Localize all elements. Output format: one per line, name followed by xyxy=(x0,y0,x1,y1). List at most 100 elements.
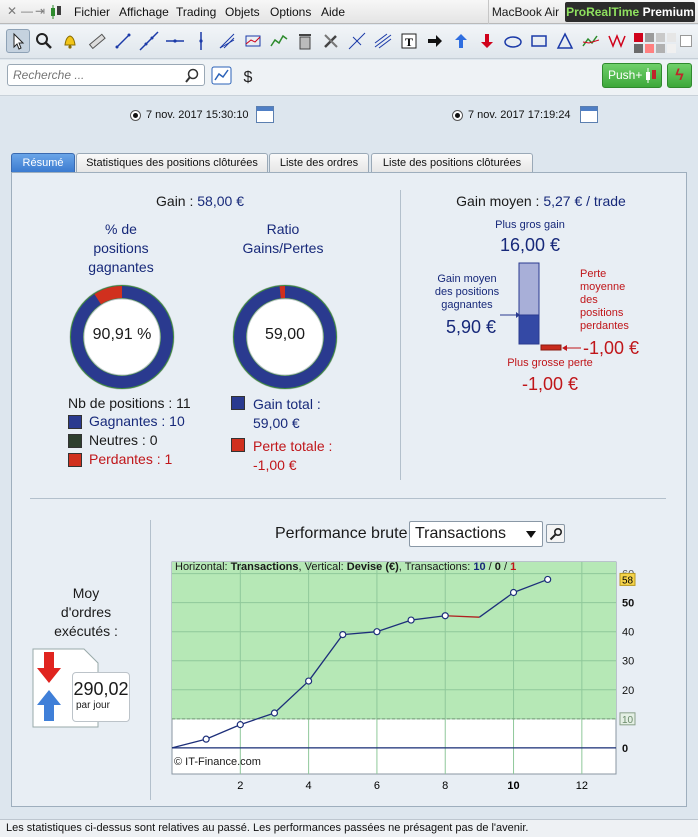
y-tick-label: 50 xyxy=(622,598,634,610)
color-swatch[interactable] xyxy=(656,33,665,42)
rectangle-icon[interactable] xyxy=(527,29,551,53)
winning-pct-donut xyxy=(69,284,175,390)
parallel-channel-icon[interactable] xyxy=(241,29,265,53)
color-swatch[interactable] xyxy=(634,44,643,53)
arrow-up-icon[interactable] xyxy=(449,29,473,53)
y-tick-label: 20 xyxy=(622,685,634,697)
minimize-window-icon[interactable]: — xyxy=(21,4,33,18)
chart-header-winning: 10 xyxy=(473,561,486,573)
data-point xyxy=(509,588,518,597)
more-colors-icon[interactable] xyxy=(680,35,692,47)
search-box xyxy=(7,64,205,86)
winning-pct-title-line: % de xyxy=(105,221,137,237)
menu-fichier[interactable]: Fichier xyxy=(74,5,111,19)
performance-axis-select[interactable]: Transactions xyxy=(409,521,543,547)
menu-options[interactable]: Options xyxy=(270,5,312,19)
color-swatch[interactable] xyxy=(667,44,676,53)
biggest-loss-value: -1,00 € xyxy=(521,374,579,394)
tools-icon[interactable] xyxy=(319,29,343,53)
vertical-line-icon[interactable] xyxy=(189,29,213,53)
close-window-icon[interactable]: ✕ xyxy=(7,4,18,18)
start-date-label: 7 nov. 2017 15:30:10 xyxy=(146,109,249,121)
avg-losing-label-line: moyenne xyxy=(580,281,626,293)
series-segment xyxy=(479,591,514,618)
menu-objets[interactable]: Objets xyxy=(225,5,260,19)
last-value-badge xyxy=(619,572,636,586)
summary-divider xyxy=(400,190,401,480)
cursor-icon[interactable] xyxy=(6,29,30,53)
losing-legend-swatch xyxy=(68,453,82,467)
pattern-icon[interactable] xyxy=(579,29,603,53)
chart-header-label: , Transactions: xyxy=(398,561,474,573)
drawing-toolbar: T xyxy=(0,25,698,59)
zoom-icon[interactable] xyxy=(32,29,56,53)
color-swatch[interactable] xyxy=(645,44,654,53)
horizontal-line-icon[interactable] xyxy=(163,29,187,53)
avg-winning-label-line: des positions xyxy=(434,286,500,298)
loss-segment xyxy=(445,615,480,618)
tab-resume[interactable]: Résumé xyxy=(11,153,75,172)
menu-affichage[interactable]: Affichage xyxy=(119,5,169,19)
search-icon[interactable] xyxy=(184,68,200,84)
flash-button[interactable]: ϟ xyxy=(667,63,692,88)
arrow-right-icon[interactable] xyxy=(423,29,447,53)
app-candle-icon xyxy=(51,5,61,19)
color-swatch[interactable] xyxy=(634,33,643,42)
tab-closed-positions-stats[interactable]: Statistiques des positions clôturées xyxy=(76,153,268,172)
chart-header-neutral: 0 xyxy=(494,561,501,573)
performance-title: Performance brute xyxy=(275,525,408,542)
total-loss-label: Perte totale : xyxy=(253,438,333,454)
text-icon[interactable]: T xyxy=(397,29,421,53)
fan-icon[interactable] xyxy=(215,29,239,53)
total-loss-value: -1,00 € xyxy=(253,457,297,473)
trend-icon[interactable] xyxy=(267,29,291,53)
ellipse-icon[interactable] xyxy=(501,29,525,53)
color-swatch[interactable] xyxy=(645,33,654,42)
candle-icon xyxy=(646,68,656,83)
gain-tool-icon[interactable]: $ xyxy=(239,65,257,87)
chart-header: Horizontal: Transactions, Vertical: Devi… xyxy=(175,561,516,573)
start-date-radio[interactable] xyxy=(130,110,141,121)
winning-legend-swatch xyxy=(68,415,82,429)
triangle-icon[interactable] xyxy=(553,29,577,53)
regression-icon[interactable] xyxy=(371,29,395,53)
biggest-gain-value: 16,00 € xyxy=(499,235,561,255)
color-swatch[interactable] xyxy=(656,44,665,53)
segment-icon[interactable] xyxy=(111,29,135,53)
avg-losing-label: Perte moyenne des positions perdantes xyxy=(580,268,640,333)
tab-closed-positions-list[interactable]: Liste des positions clôturées xyxy=(371,153,533,172)
orders-title: Moy d'ordres exécutés : xyxy=(30,584,142,641)
axis-ticks: 24681012020304050605810 xyxy=(237,569,636,792)
data-point xyxy=(407,616,415,624)
chart-header-horizontal: Transactions xyxy=(230,561,299,573)
color-swatch[interactable] xyxy=(667,33,676,42)
chart-settings-button[interactable] xyxy=(546,524,565,543)
menu-trading[interactable]: Trading xyxy=(176,5,217,19)
biggest-loss-label: Plus grosse perte xyxy=(507,357,593,369)
data-point xyxy=(202,735,210,743)
detach-window-icon[interactable]: ⇥ xyxy=(35,4,46,18)
trash-icon[interactable] xyxy=(293,29,317,53)
menu-bar: ✕ — ⇥ Fichier Affichage Trading Objets O… xyxy=(0,0,698,24)
ruler-icon[interactable] xyxy=(85,29,109,53)
search-input[interactable] xyxy=(8,65,183,85)
data-point xyxy=(305,677,313,685)
end-date-radio[interactable] xyxy=(452,110,463,121)
start-calendar-icon[interactable] xyxy=(256,106,274,123)
push-plus-button[interactable]: Push+ xyxy=(602,63,662,88)
zigzag-icon[interactable] xyxy=(605,29,629,53)
menu-aide[interactable]: Aide xyxy=(321,5,346,19)
tab-orders-list[interactable]: Liste des ordres xyxy=(269,153,369,172)
end-calendar-icon[interactable] xyxy=(580,106,598,123)
orders-title-line: exécutés : xyxy=(54,623,118,639)
line-icon[interactable] xyxy=(137,29,161,53)
machine-name: MacBook Air xyxy=(488,0,562,24)
chart-settings-icon[interactable] xyxy=(211,65,233,87)
alert-bell-icon[interactable] xyxy=(58,29,82,53)
arrow-down-icon[interactable] xyxy=(475,29,499,53)
reference-label: 10 xyxy=(622,715,634,726)
series-segment xyxy=(171,738,207,749)
svg-text:$: $ xyxy=(244,69,253,86)
fibonacci-icon[interactable] xyxy=(345,29,369,53)
avg-losing-arrow-icon xyxy=(562,345,581,351)
